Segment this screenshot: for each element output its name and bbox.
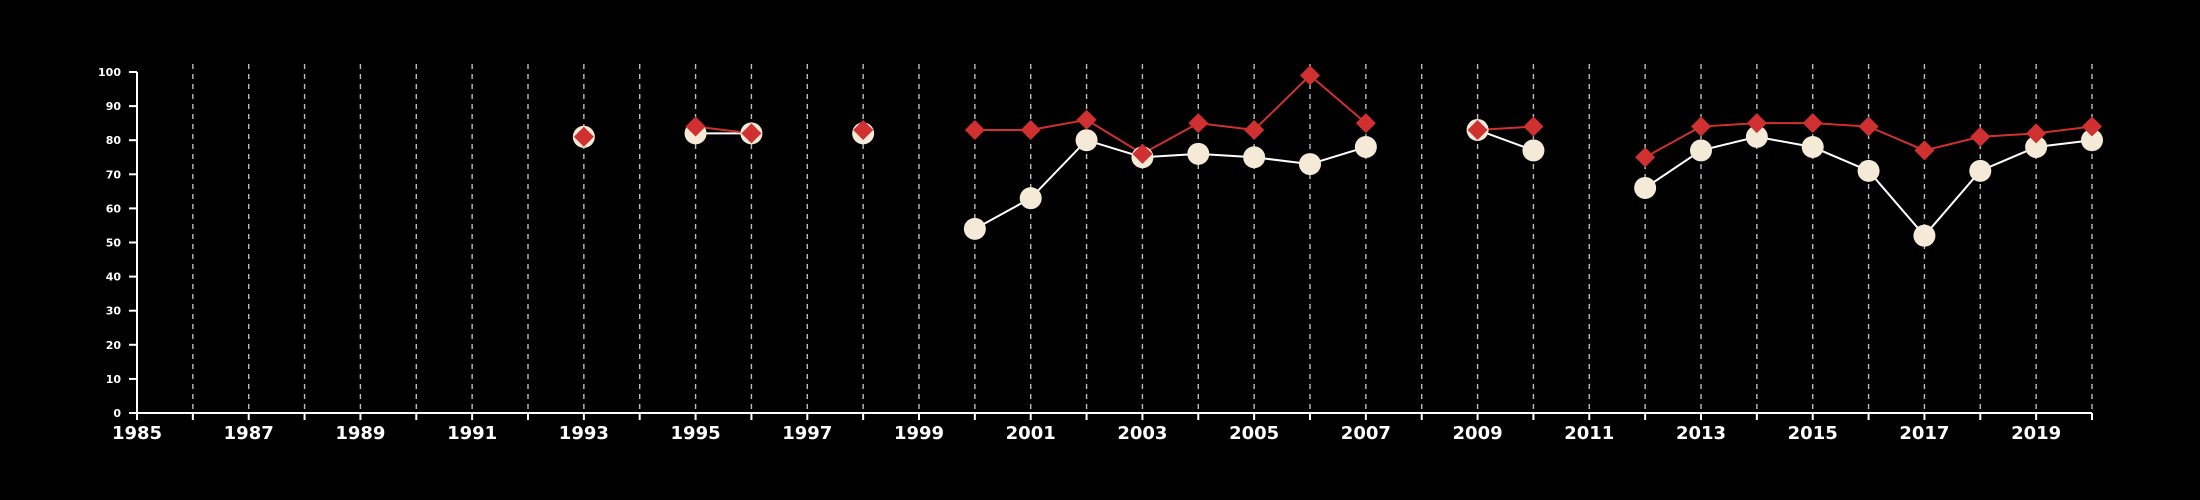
series-1-point-2006 (1299, 153, 1321, 176)
x-tick-label-2011: 2011 (1564, 423, 1614, 444)
x-tick-label-1989: 1989 (335, 423, 385, 444)
series-2-point-2010 (1523, 116, 1544, 137)
x-tick-label-2007: 2007 (1341, 423, 1391, 444)
axes: 0 10 20 30 40 50 60 70 80 90 100 1985 1987 1989 1991 19… (98, 66, 2093, 444)
series-1-point-2013 (1690, 139, 1712, 162)
y-tick-label-10: 10 (106, 373, 122, 386)
x-tick-label-2019: 2019 (2011, 423, 2061, 444)
series-2-point-2007 (1355, 113, 1376, 134)
x-tick-label-1991: 1991 (447, 423, 497, 444)
series-1-point-2019 (2025, 136, 2048, 159)
y-tick-label-0: 0 (113, 407, 121, 420)
x-tick-label-2001: 2001 (1006, 423, 1056, 444)
series-2-point-2016 (1858, 116, 1879, 137)
series-2-point-2002 (1076, 109, 1097, 130)
y-tick-label-90: 90 (106, 100, 122, 113)
x-tick-label-1987: 1987 (224, 423, 274, 444)
series-2-point-2005 (1244, 119, 1265, 140)
x-tick-label-1995: 1995 (671, 423, 721, 444)
series-2-point-2012 (1635, 147, 1656, 168)
series-2-point-2018 (1970, 126, 1991, 147)
series-1-point-2016 (1857, 159, 1880, 182)
series-1-point-2020 (2081, 129, 2103, 152)
series-2-point-2000 (964, 119, 985, 140)
y-tick-label-70: 70 (106, 168, 122, 181)
series-2-point-2019 (2026, 123, 2047, 144)
y-tick-label-30: 30 (106, 305, 122, 318)
series-1-point-2007 (1354, 136, 1377, 159)
series-1-point-2010 (1522, 139, 1545, 162)
y-tick-label-20: 20 (106, 339, 122, 352)
x-tick-label-2003: 2003 (1117, 423, 1167, 444)
series-1-point-2017 (1913, 224, 1936, 247)
series-2-point-2009 (1467, 119, 1488, 140)
series-1-point-2004 (1187, 142, 1210, 165)
series-2-point-2017 (1914, 140, 1935, 161)
y-tick-label-80: 80 (106, 134, 122, 147)
series-2-point-1996 (741, 123, 762, 144)
series-1-point-2005 (1243, 146, 1266, 169)
series-1-point-2015 (1801, 136, 1824, 159)
series-2-point-2004 (1188, 113, 1209, 134)
series-1-point-2000 (963, 217, 986, 240)
series-1-point-2012 (1634, 176, 1657, 199)
series-2-point-2013 (1691, 116, 1711, 137)
series-2-point-2001 (1020, 119, 1041, 140)
x-tick-label-2009: 2009 (1453, 423, 1503, 444)
series-2-point-1993 (573, 126, 594, 147)
x-tick-label-2017: 2017 (1899, 423, 1949, 444)
series-2-point-2003 (1132, 143, 1153, 164)
y-tick-label-40: 40 (106, 271, 122, 284)
y-tick-label-50: 50 (106, 237, 122, 250)
x-tick-label-1985: 1985 (112, 423, 162, 444)
y-tick-label-60: 60 (106, 202, 122, 215)
series-2-point-2006 (1300, 65, 1320, 86)
x-tick-label-2015: 2015 (1788, 423, 1838, 444)
x-tick-label-1993: 1993 (559, 423, 609, 444)
vertical-grid (192, 64, 2093, 413)
x-tick-label-2013: 2013 (1676, 423, 1726, 444)
x-tick-label-2005: 2005 (1229, 423, 1279, 444)
series-2-line-segment (974, 74, 1367, 155)
x-tick-label-1997: 1997 (782, 423, 832, 444)
series-2-point-2015 (1802, 113, 1823, 134)
x-tick-label-1999: 1999 (894, 423, 944, 444)
series-2-point-2020 (2082, 116, 2102, 137)
series-2-point-1995 (685, 116, 706, 137)
series-2-point-2014 (1746, 113, 1767, 134)
series-1-point-2014 (1745, 125, 1768, 148)
series-1-point-2002 (1075, 129, 1098, 152)
series-2-point-1998 (853, 119, 874, 140)
series-1-point-2001 (1019, 187, 1042, 210)
y-tick-label-100: 100 (98, 66, 121, 79)
series-1-point-2018 (1969, 159, 1992, 182)
series-markers (572, 65, 2103, 247)
